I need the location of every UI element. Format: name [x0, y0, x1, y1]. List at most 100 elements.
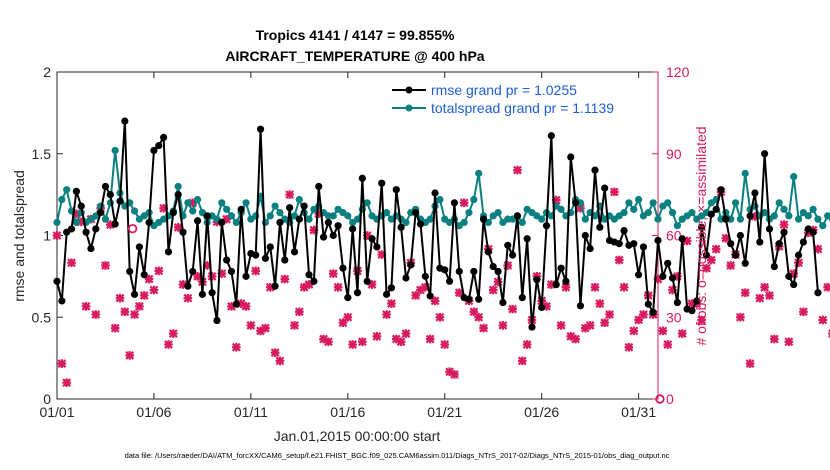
chart-title-line2: AIRCRAFT_TEMPERATURE @ 400 hPa [225, 48, 484, 64]
rmse-point [673, 298, 681, 307]
spread-point [673, 222, 681, 230]
rmse-point [387, 284, 396, 292]
obs-point [624, 342, 634, 352]
rmse-point [644, 300, 652, 308]
rmse-point [528, 323, 536, 331]
rmse-point [53, 277, 61, 285]
obs-point [280, 274, 290, 284]
obs-point [799, 307, 808, 317]
obs-point [600, 318, 610, 328]
rmse-point [639, 243, 648, 251]
left-tick-label: 0.5 [32, 309, 52, 325]
rmse-point [101, 182, 110, 191]
rmse-point [72, 187, 80, 195]
obs-point [663, 340, 673, 349]
obs-point [120, 307, 130, 317]
spread-point [538, 215, 546, 223]
rmse-point [315, 182, 323, 191]
spread-point [518, 218, 526, 227]
rmse-point [92, 225, 100, 233]
rmse-point [576, 302, 585, 310]
rmse-point [542, 222, 551, 230]
rmse-point [465, 295, 473, 303]
legend: rmse grand pr = 1.0255 totalspread grand… [392, 82, 614, 116]
rmse-point [630, 240, 638, 248]
spread-point [819, 222, 827, 230]
rmse-point [790, 280, 798, 289]
obs-point [343, 312, 353, 322]
rmse-point [286, 204, 294, 212]
rmse-point [659, 272, 667, 280]
left-tick-label: 2 [43, 64, 51, 80]
rmse-point [736, 231, 744, 240]
x-tick-label: 01/16 [330, 404, 365, 420]
spread-point [649, 199, 657, 207]
obs-point [231, 342, 241, 352]
spread-point [635, 195, 643, 204]
obs-point [508, 304, 517, 314]
spread-point [770, 212, 778, 220]
rmse-point [344, 294, 352, 302]
rmse-point [305, 271, 313, 279]
rmse-point [664, 259, 672, 267]
obs-point [328, 269, 338, 279]
spread-point [72, 218, 80, 227]
obs-point [479, 323, 488, 333]
rmse-markers [53, 117, 822, 331]
obs-point [440, 340, 450, 349]
rmse-point [494, 267, 502, 276]
spread-point [305, 215, 313, 223]
rmse-point [591, 166, 599, 174]
rmse-point [794, 251, 803, 259]
rmse-point [581, 231, 589, 240]
rmse-point [688, 307, 696, 315]
right-tick-label: 0 [666, 391, 674, 407]
rmse-point [450, 199, 459, 207]
obs-point [101, 261, 110, 270]
rmse-point [87, 244, 95, 253]
rmse-point [169, 209, 177, 217]
rmse-point [252, 251, 260, 259]
rmse-point [368, 235, 376, 243]
rmse-point [727, 240, 735, 248]
spread-point [101, 215, 110, 223]
obs-point [610, 187, 619, 197]
obs-point [517, 356, 527, 366]
rmse-point [295, 215, 303, 223]
rmse-point [504, 241, 512, 249]
rmse-point [475, 295, 483, 303]
obs-point [115, 293, 125, 303]
legend-spread-marker [405, 104, 413, 112]
rmse-point [421, 272, 429, 280]
rmse-point [586, 244, 594, 253]
spread-point [227, 212, 236, 220]
rmse-point [470, 267, 478, 276]
spread-point [111, 146, 119, 155]
spread-point [382, 209, 391, 217]
x-tick-label: 01/31 [621, 404, 656, 420]
obs-point [324, 337, 333, 347]
rmse-point [513, 212, 522, 220]
rmse-point [116, 197, 124, 205]
rmse-point [184, 282, 192, 290]
obs-point [765, 291, 774, 300]
spread-point [295, 195, 303, 204]
spread-point [232, 218, 240, 227]
rmse-point [242, 272, 250, 280]
legend-spread-label: totalspread grand pr = 1.1139 [431, 100, 614, 116]
rmse-point [407, 261, 415, 269]
obs-point [333, 282, 343, 292]
rmse-point [702, 251, 711, 259]
spread-point [223, 205, 231, 213]
spread-point [794, 215, 803, 223]
spread-point [780, 205, 788, 213]
obs-point [619, 282, 629, 292]
spread-point [353, 215, 362, 223]
spread-point [557, 205, 565, 213]
rmse-point [276, 218, 284, 227]
obs-point [702, 263, 711, 273]
spread-point [630, 205, 638, 213]
obs-point [697, 315, 706, 325]
spread-point [242, 199, 250, 207]
